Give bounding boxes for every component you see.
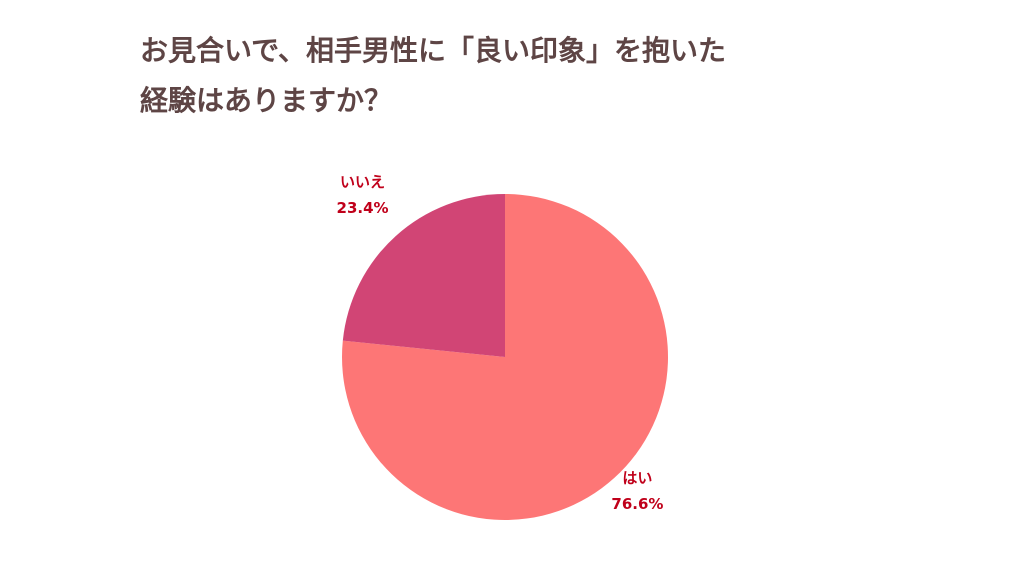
slice-value-label: 76.6% — [611, 495, 663, 513]
chart-title: 経験はありますか？ — [140, 84, 392, 117]
chart-title: お見合いで、相手男性に「良い印象」を抱いた — [140, 34, 726, 67]
pie-slice — [342, 194, 669, 521]
pie-slice — [342, 194, 505, 357]
slice-category-label: いいえ — [340, 173, 385, 191]
slice-value-label: 23.4% — [337, 199, 389, 217]
slice-category-label: はい — [622, 469, 652, 487]
